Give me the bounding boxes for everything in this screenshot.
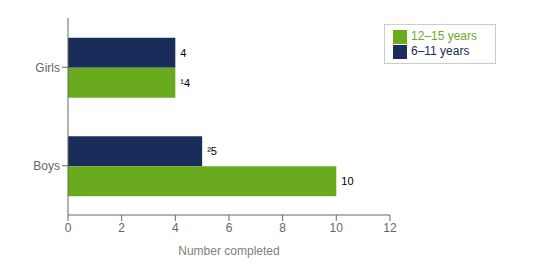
svg-text:4: 4 <box>172 221 179 235</box>
svg-text:8: 8 <box>279 221 286 235</box>
svg-text:10: 10 <box>330 221 344 235</box>
svg-text:0: 0 <box>65 221 72 235</box>
svg-text:12: 12 <box>383 221 397 235</box>
html-text:6–11 years: 6–11 years <box>411 43 470 58</box>
html-text:12–15 years: 12–15 years <box>411 29 477 43</box>
svg-text:6: 6 <box>226 221 233 235</box>
svg-text:2: 2 <box>118 221 125 235</box>
svg-text:10: 10 <box>341 175 353 187</box>
svg-text:Number completed: Number completed <box>178 244 279 258</box>
svg-text:Girls: Girls <box>35 61 60 75</box>
svg-text:¹4: ¹4 <box>180 77 190 89</box>
svg-text:Boys: Boys <box>33 159 60 173</box>
svg-text:4: 4 <box>180 47 186 59</box>
svg-text:²5: ²5 <box>207 145 217 157</box>
